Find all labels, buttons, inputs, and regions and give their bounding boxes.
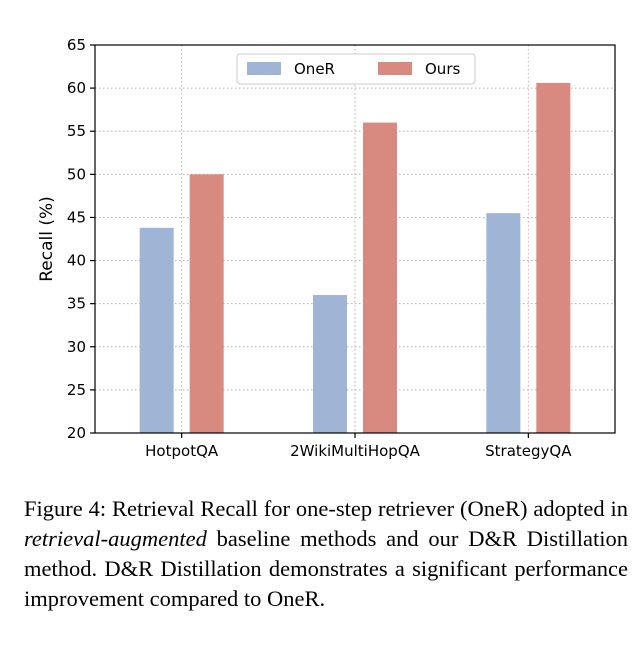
caption-text-end: baseline methods and our D&R Distillatio…: [24, 526, 628, 611]
legend-swatch-ours: [378, 62, 412, 75]
y-tick-label: 35: [67, 295, 86, 313]
x-tick-label: 2WikiMultiHopQA: [290, 442, 421, 460]
y-tick-label: 60: [67, 79, 86, 97]
y-tick-label: 55: [67, 122, 86, 140]
x-tick-label: StrategyQA: [485, 442, 572, 460]
y-axis-label: Recall (%): [37, 196, 57, 282]
caption-text: Figure 4: Retrieval Recall for one-step …: [24, 496, 628, 521]
y-tick-label: 45: [67, 208, 86, 226]
y-tick-label: 30: [67, 338, 86, 356]
y-tick-label: 50: [67, 165, 86, 183]
bar-ours-2wikimultihopqa: [363, 122, 397, 433]
y-tick-label: 20: [67, 424, 86, 442]
x-axis-ticks: HotpotQA 2WikiMultiHopQA StrategyQA: [145, 433, 572, 460]
bars: [139, 82, 571, 434]
x-tick-label: HotpotQA: [145, 442, 219, 460]
bar-oner-strategyqa: [486, 213, 521, 433]
legend-label-oner: OneR: [294, 60, 335, 78]
legend-label-ours: Ours: [425, 60, 460, 78]
bar-oner-hotpotqa: [139, 227, 174, 433]
legend: OneR Ours: [236, 53, 476, 85]
bar-ours-hotpotqa: [189, 174, 224, 434]
y-tick-label: 40: [67, 252, 86, 270]
y-axis-ticks: 20 25 30 35 40 45 50 55 60 65: [67, 36, 95, 442]
y-tick-label: 25: [67, 381, 86, 399]
bar-oner-2wikimultihopqa: [313, 295, 347, 433]
caption-italic-term: retrieval-augmented: [24, 526, 207, 551]
y-tick-label: 65: [67, 36, 86, 54]
bar-ours-strategyqa: [536, 82, 571, 433]
bar-chart: 20 25 30 35 40 45 50 55 60 65 HotpotQA 2WikiMultiH…: [37, 36, 616, 460]
legend-box: [236, 53, 476, 85]
legend-swatch-oner: [247, 62, 281, 75]
figure-caption: Figure 4: Retrieval Recall for one-step …: [24, 494, 628, 614]
